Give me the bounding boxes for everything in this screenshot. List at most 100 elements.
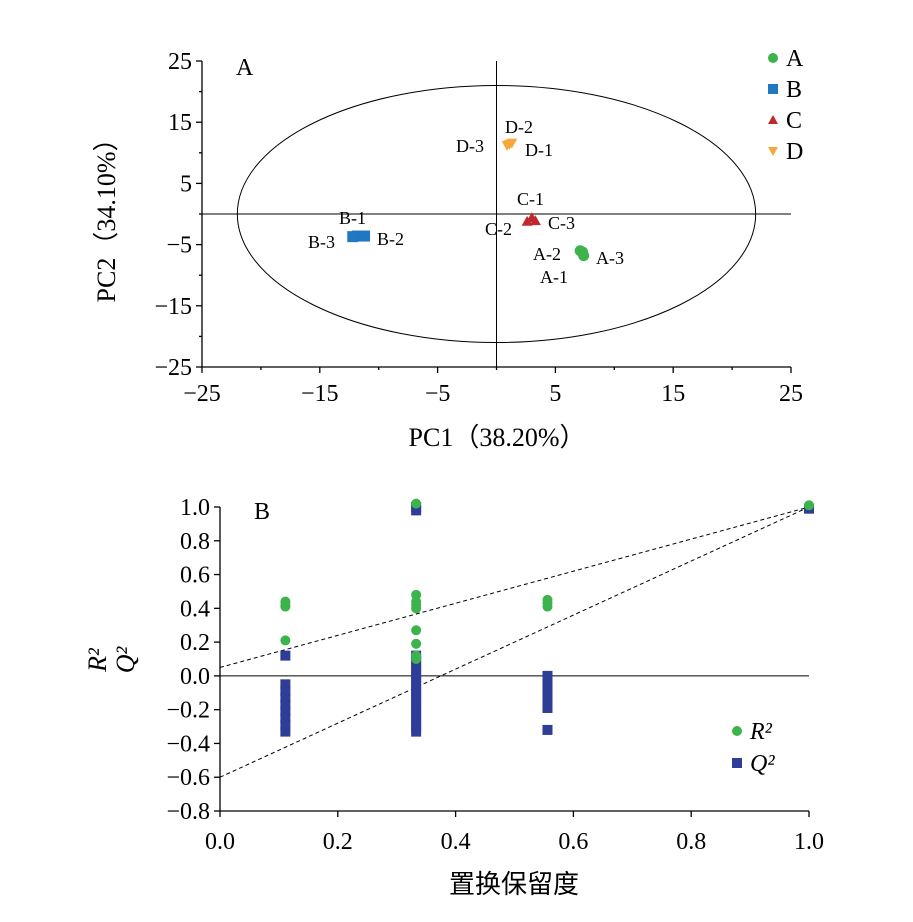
panel-a-y-tick-label: 15: [168, 110, 192, 136]
panel-a-y-tick-label: −5: [166, 233, 192, 259]
panel-b-point-q2: [280, 706, 291, 717]
panel-a-y-tick-label: 25: [168, 49, 192, 75]
panel-b-x-tick-label: 0.8: [676, 829, 706, 855]
panel-a-legend-marker-C: [768, 115, 778, 124]
panel-b-x-tick-label: 0.0: [205, 829, 235, 855]
panel-a-point-D: [501, 141, 513, 151]
panel-a-y-tick-label: −25: [154, 355, 192, 381]
panel-b-point-r2: [804, 500, 814, 511]
panel-b-y-tick-label: −0.8: [166, 799, 210, 825]
panel-a-point-B: [359, 230, 371, 242]
panel-b-legend-marker-r2: [732, 726, 742, 736]
panel-b-y-tick-label: −0.2: [166, 698, 210, 724]
panel-a-y-axis-label: PC2（34.10%）: [92, 126, 121, 303]
panel-a-legend-label: B: [786, 77, 802, 103]
panel-a-point-label: A-3: [596, 248, 624, 268]
panel-b-x-axis-label: 置换保留度: [449, 870, 579, 899]
panel-a-x-tick-label: −25: [183, 381, 221, 407]
panel-a-x-tick-label: 15: [661, 381, 685, 407]
panel-a-legend-marker-A: [768, 53, 778, 63]
panel-a-x-axis-label: PC1（38.20%）: [409, 423, 586, 452]
panel-b-point-r2: [411, 603, 422, 614]
panel-a-point-label: B-3: [308, 232, 335, 252]
panel-a-label: A: [236, 55, 254, 81]
panel-b-point-r2: [411, 654, 422, 664]
panel-b-y-tick-label: 0.0: [180, 664, 210, 690]
panel-b-point-q2: [280, 692, 291, 703]
panel-b-point-q2: [411, 505, 422, 516]
panel-a-point-B: [347, 231, 359, 243]
panel-a-x-tick-label: −15: [301, 381, 339, 407]
panel-b-point-q2: [411, 691, 422, 702]
panel-b-point-r2: [542, 601, 553, 612]
panel-b-point-q2: [542, 686, 553, 697]
panel-a-point-label: D-3: [456, 136, 484, 156]
panel-b-point-q2: [280, 699, 291, 710]
panel-b-point-q2: [411, 721, 422, 732]
panel-b-x-tick-label: 1.0: [794, 829, 824, 855]
panel-a-legend-label: D: [786, 139, 803, 165]
panel-b-point-q2: [411, 706, 422, 717]
panel-a-point-label: C-1: [517, 189, 544, 209]
panel-b-point-q2: [542, 681, 553, 692]
panel-a-legend-marker-B: [768, 84, 778, 94]
panel-b-point-q2: [411, 665, 422, 676]
panel-b-point-q2: [280, 713, 291, 724]
panel-a-point-label: A-1: [540, 267, 568, 287]
panel-b-label: B: [254, 499, 270, 525]
panel-a-point-label: B-2: [377, 229, 404, 249]
panel-b-point-q2: [411, 675, 422, 686]
panel-b-point-q2: [411, 686, 422, 697]
panel-b-point-q2: [542, 696, 553, 707]
panel-b-point-q2: [542, 724, 553, 735]
panel-b-y-axis-label-q2: Q²: [111, 646, 140, 674]
panel-a-point-label: B-1: [339, 208, 366, 228]
panel-a-x-tick-label: −5: [425, 381, 451, 407]
panel-a-point-label: D-2: [505, 117, 533, 137]
panel-b-point-q2: [411, 701, 422, 712]
panel-b-y-tick-label: 0.4: [180, 596, 210, 622]
panel-b-y-tick-label: −0.4: [166, 731, 210, 757]
panel-a-point-label: D-1: [525, 140, 553, 160]
panel-a-y-tick-label: −15: [154, 294, 192, 320]
panel-a-point-label: A-2: [533, 244, 561, 264]
panel-a-x-tick-label: 25: [779, 381, 803, 407]
panel-a-point-C: [521, 215, 533, 226]
panel-b-point-q2: [280, 679, 291, 690]
panel-b-x-tick-label: 0.2: [323, 829, 353, 855]
panel-b-point-r2: [280, 635, 291, 646]
panel-b-point-r2: [411, 498, 422, 509]
panel-a-point-A: [578, 250, 590, 262]
panel-b-point-q2: [542, 670, 553, 681]
panel-b-point-q2: [542, 675, 553, 686]
panel-a-y-tick-label: 5: [180, 171, 192, 197]
panel-b-point-q2: [411, 711, 422, 722]
panel-b-regression-line: [219, 506, 810, 778]
panel-a-point-label: C-2: [485, 219, 512, 239]
panel-b-y-tick-label: 0.2: [180, 630, 210, 656]
panel-b-legend-label: Q²: [750, 751, 775, 777]
panel-b-legend-label: R²: [749, 719, 773, 745]
panel-b-y-axis-label-r2: R²: [83, 647, 112, 673]
panel-b-x-tick-label: 0.4: [441, 829, 471, 855]
panel-b-point-r2: [411, 638, 422, 649]
panel-b-point-r2: [280, 601, 291, 612]
panel-b-y-tick-label: −0.6: [166, 765, 210, 791]
panel-b: B 置换保留度 R² Q² 1.0 0.8 0.6 0.4 0.2 0.0 −0.2 −0.4…: [83, 495, 824, 899]
panel-a-legend-marker-D: [768, 147, 778, 156]
panel-b-y-tick-label: 0.8: [180, 529, 210, 555]
panel-b-point-q2: [411, 670, 422, 681]
panel-a-legend-label: C: [786, 108, 802, 134]
panel-a-confidence-ellipse: [236, 84, 757, 344]
panel-b-x-tick-label: 0.6: [558, 829, 588, 855]
panel-a-point-label: C-3: [548, 213, 575, 233]
panel-b-regression-line: [219, 506, 810, 668]
panel-b-point-q2: [280, 650, 291, 661]
panel-b-legend-marker-q2: [732, 758, 742, 768]
panel-b-point-q2: [280, 686, 291, 697]
panel-a: A PC1（38.20%） PC2（34.10%） 25155−5−15−25−…: [92, 46, 804, 452]
panel-b-point-q2: [411, 696, 422, 707]
panel-a-legend-label: A: [786, 46, 804, 72]
panel-b-point-q2: [280, 726, 291, 737]
